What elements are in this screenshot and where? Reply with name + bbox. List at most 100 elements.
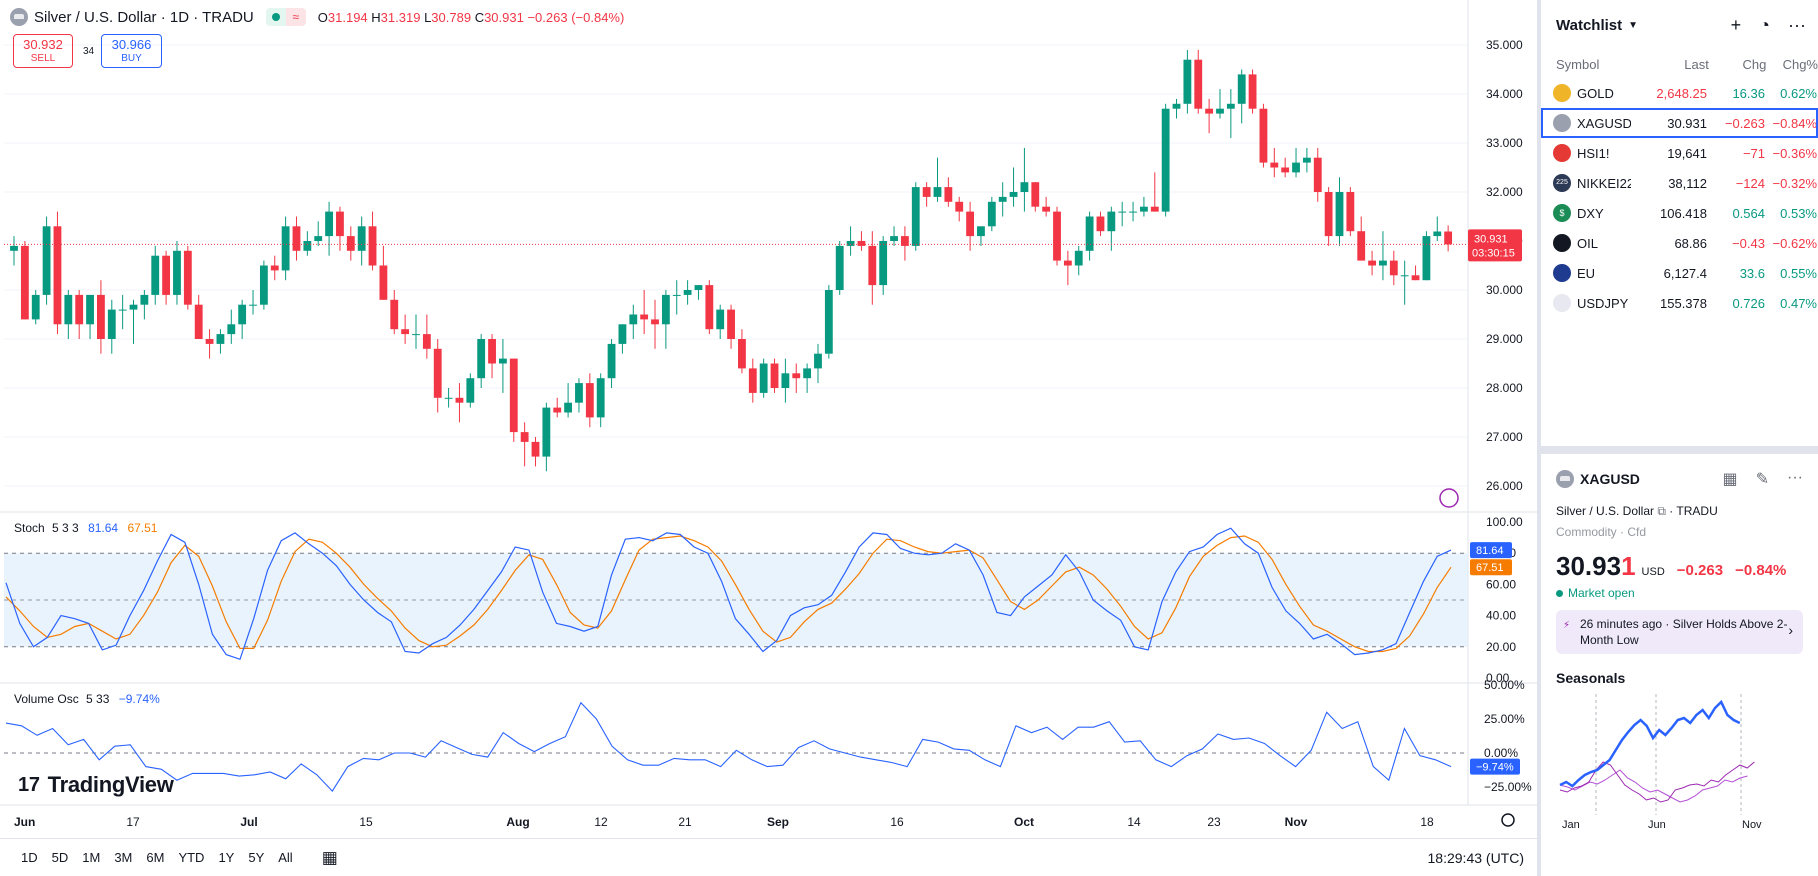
news-item[interactable]: 26 minutes ago · Silver Holds Above 2-Mo… [1556, 610, 1803, 654]
last-price-text: 30.931 [1474, 233, 1508, 245]
grid-icon[interactable]: ▦ [1722, 471, 1738, 488]
candle [151, 245, 160, 305]
symbol-text: XAGUSD [1577, 115, 1631, 131]
seasonals-title[interactable]: Seasonals [1556, 670, 1626, 686]
candle-body [955, 201, 964, 212]
silver-icon [10, 8, 28, 26]
candle-body [1400, 275, 1409, 277]
time-tick-label: Jul [240, 815, 257, 829]
col-chg[interactable]: Chg [1742, 56, 1767, 72]
time-tick-label: 16 [890, 815, 904, 829]
candle-body [900, 236, 909, 246]
buy-button[interactable]: 30.966 BUY [101, 34, 162, 68]
candle [314, 221, 323, 246]
symbol-text: HSI1! [1577, 145, 1610, 161]
candle [694, 285, 703, 300]
more-icon[interactable]: ··· [1787, 469, 1803, 486]
range-button-ytd[interactable]: YTD [178, 850, 205, 865]
stoch-tick-label: 0.00 [1486, 671, 1510, 685]
range-button-1d[interactable]: 1D [21, 850, 38, 865]
candle-body [1216, 108, 1224, 114]
watchlist-row-xagusd[interactable]: XAGUSD 30.931 −0.263 −0.84% [1541, 108, 1818, 138]
watchlist-row-eu[interactable]: EU 6,127.4 33.6 0.55% [1541, 258, 1818, 288]
candle-body [412, 334, 420, 336]
indicator-pill[interactable]: ≈ [265, 8, 306, 26]
sell-label: SELL [30, 53, 56, 64]
range-button-3m[interactable]: 3M [114, 850, 133, 865]
col-symbol[interactable]: Symbol [1556, 56, 1600, 72]
volosc-legend[interactable]: Volume Osc 5 33 −9.74% [14, 692, 160, 706]
candle [216, 329, 225, 354]
stoch-params: 5 3 3 [52, 521, 79, 535]
chart-pie-icon[interactable]: ◔ [1759, 14, 1771, 35]
watchlist-row-usdjpy[interactable]: USDJPY 155.378 0.726 0.47% [1541, 288, 1818, 318]
tradingview-logo: 17 TradingView [18, 772, 174, 798]
candle [564, 383, 573, 418]
stoch-legend[interactable]: Stoch 5 3 3 81.64 67.51 [14, 521, 157, 535]
range-button-6m[interactable]: 6M [146, 850, 165, 865]
add-symbol-icon[interactable]: + [1730, 14, 1742, 35]
candle [118, 294, 127, 330]
row-last: 106.418 [1660, 205, 1707, 221]
calendar-icon[interactable]: ▦ [321, 847, 338, 867]
watchlist-row-gold[interactable]: GOLD 2,648.25 16.36 0.62% [1541, 78, 1818, 108]
candle [640, 290, 649, 335]
candle-body [10, 245, 18, 251]
candle [781, 358, 790, 403]
candle-body [1259, 108, 1268, 163]
stoch-title: Stoch [14, 521, 45, 535]
chart-area[interactable]: 35.00034.00033.00032.00031.00030.00029.0… [0, 0, 1538, 876]
candle [748, 358, 757, 403]
candle-body [488, 339, 496, 364]
candle [1248, 69, 1257, 114]
range-button-1m[interactable]: 1M [82, 850, 101, 865]
col-chgp[interactable]: Chg% [1782, 56, 1818, 72]
more-icon[interactable]: ··· [1788, 14, 1806, 35]
row-chgp: −0.62% [1772, 235, 1817, 251]
candle-body [390, 299, 399, 330]
candle-body [520, 432, 529, 442]
candle [1107, 206, 1116, 251]
range-button-all[interactable]: All [278, 850, 293, 865]
chart-canvas[interactable]: 35.00034.00033.00032.00031.00030.00029.0… [0, 0, 1538, 876]
logo-text: TradingView [47, 772, 174, 797]
watchlist-row-dxy[interactable]: $ DXY 106.418 0.564 0.53% [1541, 198, 1818, 228]
col-last[interactable]: Last [1684, 56, 1709, 72]
bottom-toolbar: 1D 5D 1M 3M 6M YTD 1Y 5Y All ▦ 18:29:43 (UTC) [0, 838, 1538, 876]
external-link-icon[interactable]: ⧉ [1657, 504, 1666, 518]
news-time: 26 minutes ago [1580, 617, 1663, 631]
chevron-down-icon[interactable]: ▼ [1628, 19, 1639, 31]
utc-clock[interactable]: 18:29:43 (UTC) [1427, 849, 1524, 866]
candle-body [1129, 211, 1137, 213]
candle [1281, 157, 1290, 178]
candle-body [911, 187, 920, 246]
row-symbol: OIL [1553, 234, 1631, 252]
symbol-title[interactable]: Silver / U.S. Dollar · 1D · TRADU [34, 8, 254, 26]
candle-body [651, 319, 659, 325]
market-status: Market open [1556, 586, 1803, 600]
watchlist-row-oil[interactable]: OIL 68.86 −0.43 −0.62% [1541, 228, 1818, 258]
edit-icon[interactable]: ✎ [1755, 471, 1770, 488]
time-tick-label: 18 [1420, 815, 1434, 829]
watchlist-row-hsi1[interactable]: HSI1! 19,641 −71 −0.36% [1541, 138, 1818, 168]
range-button-5y[interactable]: 5Y [248, 850, 265, 865]
candle [814, 343, 822, 384]
details-name[interactable]: Silver / U.S. Dollar [1556, 504, 1655, 518]
candle [31, 290, 40, 325]
seasonals-line-prev1 [1559, 761, 1755, 803]
candle-body [748, 368, 757, 393]
range-button-1y[interactable]: 1Y [218, 850, 235, 865]
time-tick-label: Nov [1285, 815, 1308, 829]
watchlist-title[interactable]: Watchlist [1556, 16, 1623, 34]
details-symbol[interactable]: XAGUSD [1580, 471, 1640, 487]
seasonals-chart[interactable]: Jan Jun Nov [1556, 690, 1806, 831]
candle-body [325, 211, 333, 237]
price-tick-label: 29.000 [1486, 332, 1523, 346]
candle-body [1118, 211, 1127, 213]
watchlist-row-nikkei225[interactable]: 225 NIKKEI225 38,112 −124 −0.32% [1541, 168, 1818, 198]
range-button-5d[interactable]: 5D [51, 850, 69, 865]
sell-button[interactable]: 30.932 SELL [13, 34, 73, 68]
candle-body [1150, 206, 1159, 212]
stoch-tick-label: 60.00 [1486, 577, 1516, 591]
candle [140, 290, 149, 320]
